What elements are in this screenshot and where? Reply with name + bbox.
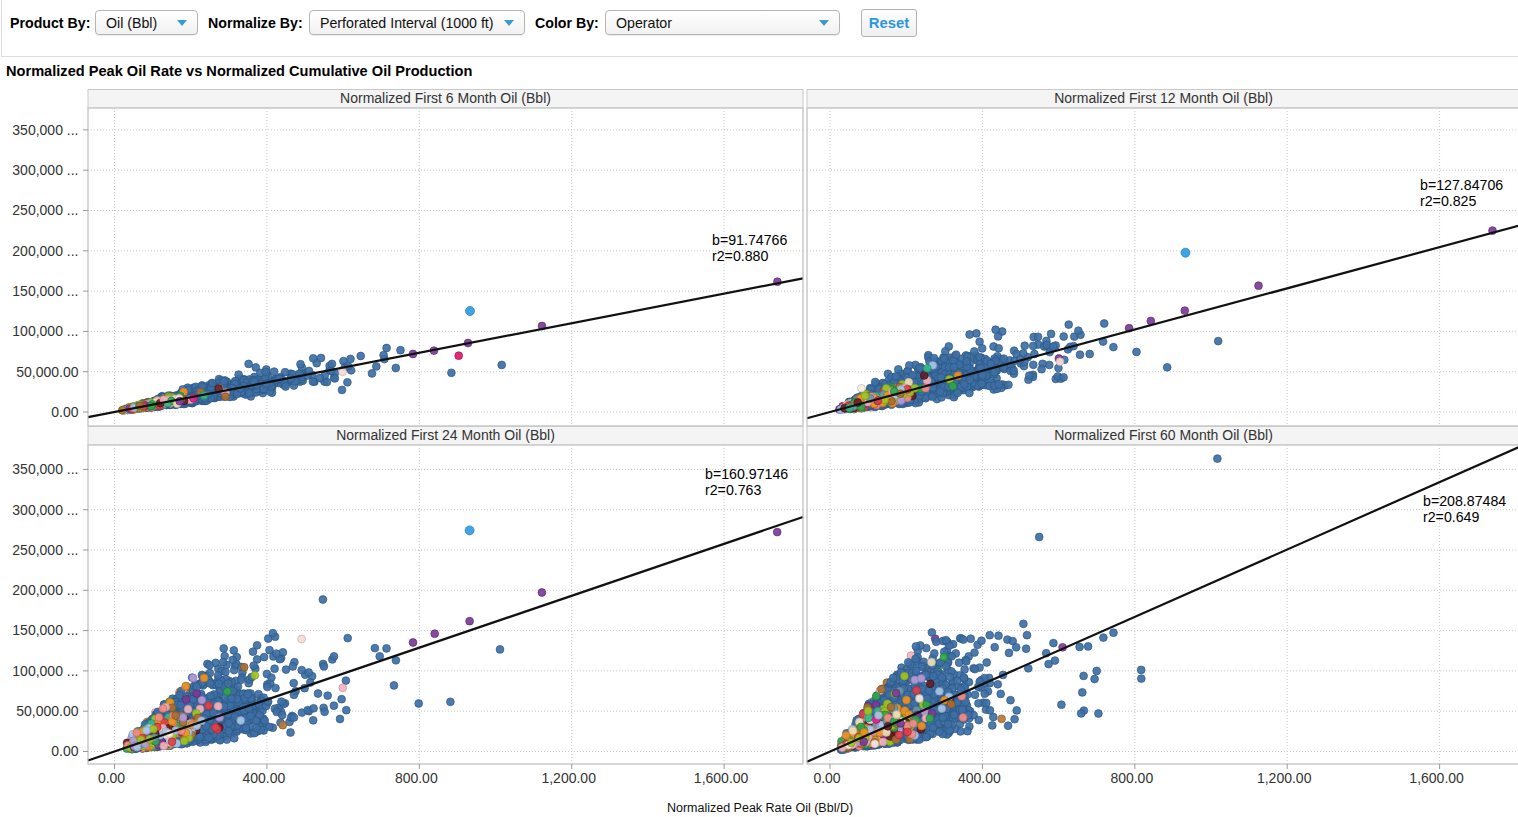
svg-text:1,200.00: 1,200.00 bbox=[541, 770, 596, 786]
svg-text:200,000 ...: 200,000 ... bbox=[12, 582, 78, 598]
svg-text:200,000 ...: 200,000 ... bbox=[12, 243, 78, 259]
svg-text:r2=0.649: r2=0.649 bbox=[1423, 509, 1480, 525]
svg-text:0.00: 0.00 bbox=[813, 770, 840, 786]
svg-text:400.00: 400.00 bbox=[958, 770, 1001, 786]
svg-text:1,600.00: 1,600.00 bbox=[694, 770, 749, 786]
svg-text:0.00: 0.00 bbox=[51, 404, 78, 420]
svg-text:1,200.00: 1,200.00 bbox=[1257, 770, 1312, 786]
svg-text:b=208.87484: b=208.87484 bbox=[1423, 493, 1506, 509]
svg-text:350,000 ...: 350,000 ... bbox=[12, 461, 78, 477]
svg-text:50,000.00: 50,000.00 bbox=[16, 703, 78, 719]
svg-text:250,000 ...: 250,000 ... bbox=[12, 202, 78, 218]
svg-text:b=127.84706: b=127.84706 bbox=[1420, 177, 1503, 193]
svg-text:150,000 ...: 150,000 ... bbox=[12, 283, 78, 299]
svg-text:Normalized Peak Rate Oil (Bbl/: Normalized Peak Rate Oil (Bbl/D) bbox=[667, 801, 853, 815]
svg-text:150,000 ...: 150,000 ... bbox=[12, 622, 78, 638]
svg-text:800.00: 800.00 bbox=[1110, 770, 1153, 786]
svg-text:350,000 ...: 350,000 ... bbox=[12, 122, 78, 138]
svg-text:r2=0.825: r2=0.825 bbox=[1420, 193, 1477, 209]
svg-text:1,600.00: 1,600.00 bbox=[1409, 770, 1464, 786]
svg-text:0.00: 0.00 bbox=[98, 770, 125, 786]
svg-text:Normalized First 24 Month Oil: Normalized First 24 Month Oil (Bbl) bbox=[336, 427, 555, 443]
svg-text:250,000 ...: 250,000 ... bbox=[12, 542, 78, 558]
svg-text:Normalized First 6 Month Oil (: Normalized First 6 Month Oil (Bbl) bbox=[340, 90, 551, 106]
svg-text:Normalized First 60 Month Oil: Normalized First 60 Month Oil (Bbl) bbox=[1054, 427, 1273, 443]
svg-text:400.00: 400.00 bbox=[242, 770, 285, 786]
svg-text:100,000 ...: 100,000 ... bbox=[12, 323, 78, 339]
svg-text:b=160.97146: b=160.97146 bbox=[705, 466, 788, 482]
svg-text:r2=0.763: r2=0.763 bbox=[705, 482, 762, 498]
svg-text:b=91.74766: b=91.74766 bbox=[712, 232, 787, 248]
svg-text:300,000 ...: 300,000 ... bbox=[12, 162, 78, 178]
svg-text:100,000 ...: 100,000 ... bbox=[12, 663, 78, 679]
svg-text:0.00: 0.00 bbox=[51, 743, 78, 759]
svg-text:300,000 ...: 300,000 ... bbox=[12, 502, 78, 518]
svg-text:800.00: 800.00 bbox=[395, 770, 438, 786]
svg-text:50,000.00: 50,000.00 bbox=[16, 364, 78, 380]
svg-text:Normalized First 12 Month Oil: Normalized First 12 Month Oil (Bbl) bbox=[1054, 90, 1273, 106]
svg-text:r2=0.880: r2=0.880 bbox=[712, 248, 769, 264]
